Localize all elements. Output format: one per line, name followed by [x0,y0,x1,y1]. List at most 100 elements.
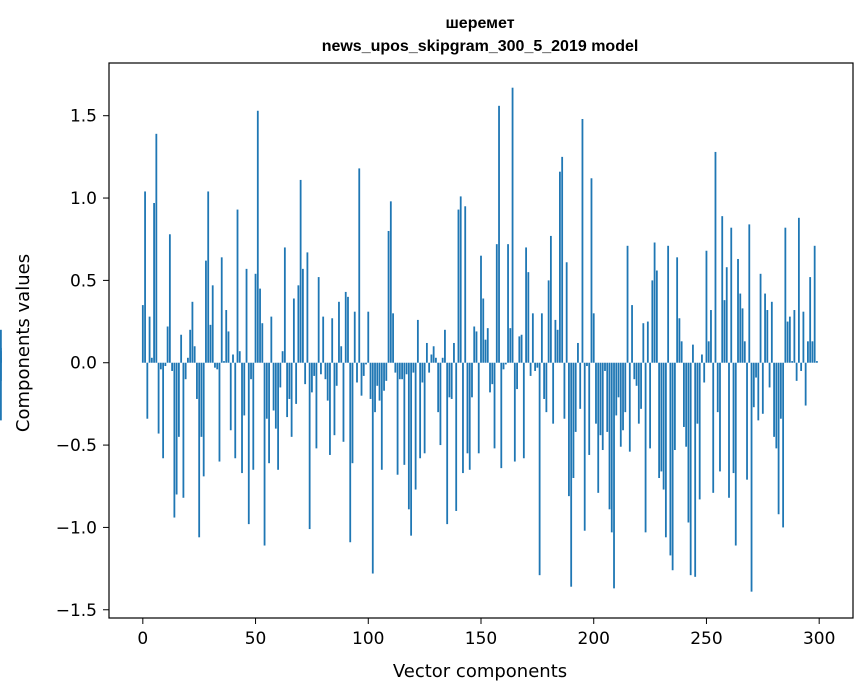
bar [545,362,548,413]
bar [335,362,338,386]
bar [313,362,316,376]
bar [513,362,516,462]
bar [250,362,252,380]
bar [311,362,313,393]
bar [581,118,584,363]
bar [613,362,615,589]
bar [177,362,180,437]
bar [577,342,579,363]
chart-title: шеремет [445,15,514,32]
bar [730,227,733,363]
bar [737,258,739,363]
bar [295,362,298,404]
chart-subtitle: news_upos_skipgram_300_5_2019 model [322,38,639,55]
x-axis-ticks: 0 50 100 150 200 250 300 [137,618,835,649]
bar [547,280,550,363]
bar [617,362,620,398]
bar [254,273,257,363]
bar [157,362,160,434]
bar [644,362,647,533]
bar [331,318,334,363]
bar [642,323,645,363]
bar [322,316,325,363]
bar [491,362,494,385]
bar [646,321,649,363]
bar [500,362,503,469]
y-tick-label: 0.5 [70,271,97,291]
bar [281,351,284,363]
bar [601,362,604,451]
bar [655,270,658,363]
bar [741,308,744,363]
bar [0,351,2,363]
bar [554,319,557,363]
bar [200,362,203,437]
bar [813,245,816,363]
bar [189,329,192,363]
bar [604,362,606,371]
bar [308,362,311,530]
bar [268,362,270,464]
bar [716,362,719,413]
bar [419,362,422,459]
bar [743,341,746,363]
bar [146,362,149,419]
bar [340,346,343,363]
plot-frame [108,62,854,619]
bar [168,234,171,363]
y-axis-label: Components values [13,254,34,432]
bar [784,227,787,363]
bar [232,354,234,363]
bar [586,362,588,367]
bar [529,362,532,376]
bar [247,362,250,525]
bar [283,247,286,363]
bar [448,362,451,398]
bar [367,311,370,363]
bar [746,362,748,480]
bar [466,362,469,454]
bar [326,362,329,401]
bar [802,311,805,363]
bar [306,252,309,363]
bar [407,362,410,510]
bar [320,362,322,375]
bar [356,362,358,383]
bar [624,362,627,413]
bar [507,244,509,363]
bar [358,168,361,363]
bar [184,362,187,380]
bar [653,242,656,363]
bar [477,362,480,454]
bar [301,268,304,363]
bar [450,362,453,399]
bar [383,362,385,391]
bar [637,362,640,424]
bar [304,362,307,385]
bar [480,255,482,363]
bar [786,321,789,363]
bar [227,331,230,363]
x-tick-label: 0 [137,629,148,649]
bar [288,362,291,399]
bar [297,285,300,363]
bar [707,341,710,363]
bar [462,362,464,474]
bar [511,87,514,363]
bar [444,329,446,363]
bar [457,209,460,363]
bar [471,362,473,398]
bar [265,362,268,419]
bar [315,362,318,449]
bar [162,362,165,459]
bar [344,291,347,363]
bar [171,362,174,371]
bar [770,301,773,363]
bar [495,244,498,363]
bar [534,362,537,371]
bar [398,362,401,380]
bar [800,362,803,371]
bar [218,362,221,462]
bar [486,328,489,363]
bar [599,362,602,436]
